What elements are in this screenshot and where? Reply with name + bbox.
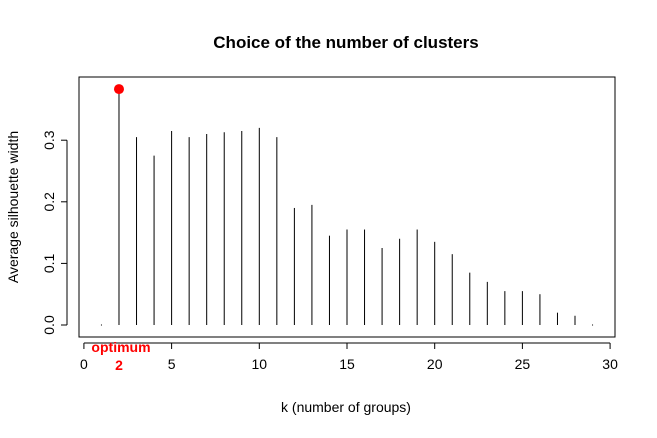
- x-axis: 0 5 10 15 20 25 30: [80, 342, 618, 372]
- plot-frame: [78, 76, 616, 338]
- y-tick-label: 0.2: [41, 192, 57, 212]
- x-tick-label: 0: [80, 356, 88, 372]
- optimum-label: optimum: [91, 339, 150, 355]
- chart-title: Choice of the number of clusters: [213, 33, 478, 52]
- y-tick-label: 0.0: [41, 315, 57, 335]
- x-tick-label: 20: [427, 356, 443, 372]
- x-axis-label: k (number of groups): [281, 399, 411, 415]
- x-tick-label: 5: [168, 356, 176, 372]
- optimum-point: [113, 84, 124, 95]
- x-tick-label: 15: [339, 356, 355, 372]
- optimum-k-label: 2: [115, 357, 123, 373]
- optimum-annotation: optimum 2: [91, 84, 151, 373]
- x-tick-label: 30: [602, 356, 618, 372]
- y-tick-label: 0.1: [41, 253, 57, 273]
- x-tick-label: 10: [252, 356, 268, 372]
- y-axis-label: Average silhouette width: [5, 131, 21, 283]
- x-tick-label: 25: [515, 356, 531, 372]
- y-axis: 0.0 0.1 0.2 0.3: [41, 130, 68, 335]
- data-marks: [100, 89, 594, 326]
- y-tick-label: 0.3: [41, 130, 57, 150]
